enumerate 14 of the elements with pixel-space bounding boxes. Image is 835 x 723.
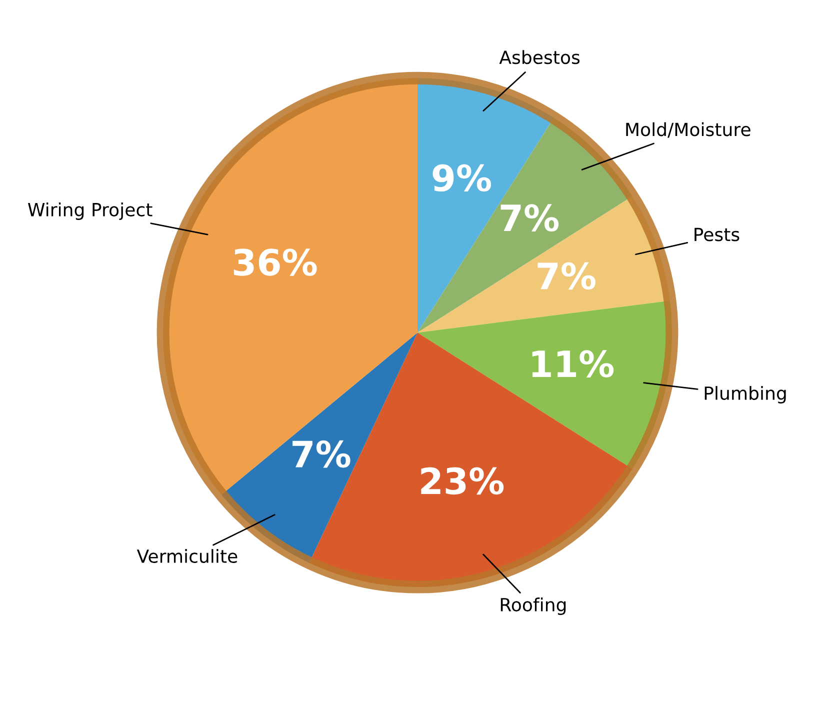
slice-label: Roofing	[500, 598, 566, 616]
data-label: 7%	[538, 262, 596, 290]
slice-label: Vermiculite	[136, 549, 238, 564]
slice-label: Mold/Moisture	[626, 122, 750, 138]
slice-label: Asbestos	[499, 50, 580, 64]
data-label: 36%	[234, 248, 317, 276]
data-label: 7%	[500, 204, 559, 232]
data-label: 23%	[421, 467, 504, 495]
slice-label: Wiring Project	[28, 202, 152, 220]
slice-label: Pests	[694, 228, 740, 242]
slice-label: Plumbing	[704, 386, 786, 404]
data-label: 11%	[532, 350, 614, 378]
data-label: 7%	[292, 440, 350, 468]
data-label: 9%	[432, 164, 492, 192]
